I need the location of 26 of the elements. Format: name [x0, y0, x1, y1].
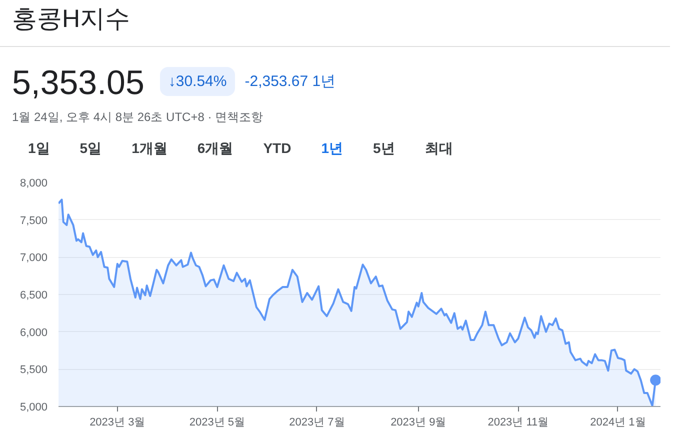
chart-title: 홍콩H지수 — [0, 0, 670, 47]
x-tick-label: 2023년 5월 — [189, 416, 246, 428]
text: 5일 — [80, 139, 102, 158]
x-tick-label: 2024년 1월 — [590, 416, 646, 428]
y-tick-label: 5,000 — [20, 402, 48, 414]
text: 5년 — [372, 139, 395, 158]
text: 1개월 — [132, 139, 168, 158]
y-tick-label: 7,000 — [20, 252, 48, 264]
text: ↓30.54% — [160, 66, 235, 96]
chart-subtitle: 1월 24일, 오후 4시 8분 26초 UTC+8 · 면책조항 — [11, 109, 264, 126]
text: -2,353.67 1년 — [244, 72, 336, 90]
y-tick-label: 7,500 — [20, 214, 48, 227]
x-tick-label: 2023년 11월 — [488, 416, 549, 428]
y-tick-label: 8,000 — [20, 178, 48, 190]
x-tick-label: 2023년 9월 — [390, 416, 446, 428]
x-tick-label: 2023년 3월 — [90, 416, 146, 428]
y-tick-label: 6,000 — [20, 326, 48, 339]
y-tick-label: 5,500 — [20, 364, 48, 376]
text: 1일 — [28, 139, 50, 158]
text: 5,353.05 — [12, 64, 144, 102]
text: 최대 — [424, 139, 453, 158]
text: 6개월 — [197, 139, 234, 158]
x-tick-label: 2023년 7월 — [289, 416, 345, 428]
text: YTD — [263, 139, 292, 158]
text: 1년 — [321, 138, 343, 164]
y-tick-label: 6,500 — [20, 290, 48, 302]
